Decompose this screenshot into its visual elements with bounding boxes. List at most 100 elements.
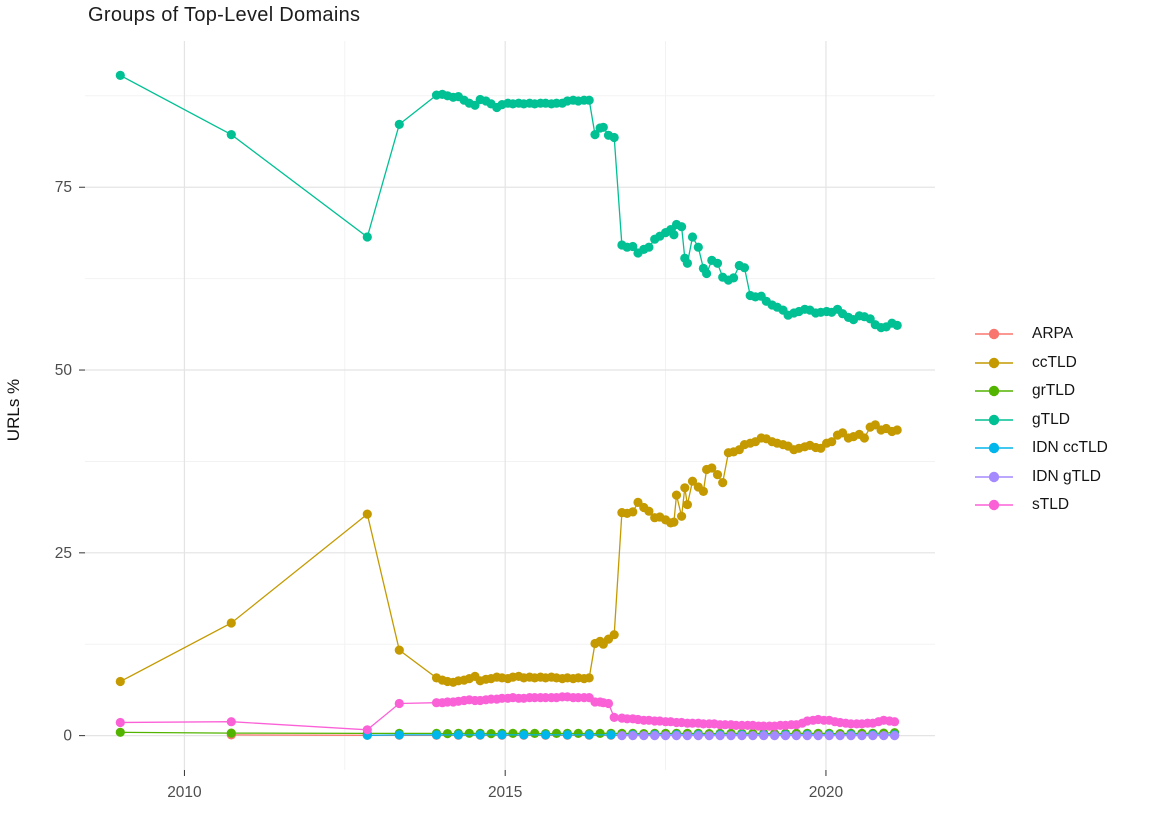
- data-point: [669, 230, 679, 240]
- data-point: [791, 731, 802, 741]
- data-point: [609, 712, 619, 723]
- data-point: [671, 490, 682, 500]
- data-point: [362, 725, 372, 735]
- data-point: [628, 731, 638, 741]
- legend-label: IDN gTLD: [1032, 467, 1101, 485]
- data-point: [628, 241, 638, 252]
- data-point: [650, 731, 660, 741]
- data-point: [475, 730, 485, 740]
- data-point: [644, 242, 654, 252]
- data-point: [759, 731, 769, 741]
- data-point: [737, 731, 747, 741]
- data-point: [702, 268, 712, 279]
- data-point: [739, 263, 750, 273]
- data-point: [453, 730, 463, 740]
- x-tick-label: 2015: [488, 784, 522, 801]
- data-point: [584, 673, 594, 683]
- data-point: [671, 731, 682, 741]
- data-point: [394, 698, 404, 709]
- data-point: [115, 676, 125, 687]
- data-point: [682, 258, 693, 268]
- legend-item-idn-gtld: IDN gTLD: [973, 463, 1108, 492]
- legend-item-grtld: grTLD: [973, 377, 1108, 406]
- data-point: [362, 509, 372, 519]
- legend-key-icon: [975, 471, 1013, 482]
- data-point: [824, 731, 834, 741]
- data-point: [609, 132, 619, 143]
- data-point: [362, 232, 372, 242]
- data-point: [394, 645, 404, 655]
- x-tick-label: 2020: [809, 784, 844, 801]
- legend-key-icon: [975, 443, 1013, 454]
- data-point: [687, 476, 698, 486]
- data-point: [729, 273, 739, 283]
- legend-item-gtld: gTLD: [973, 406, 1108, 435]
- data-point: [226, 717, 236, 727]
- data-point: [584, 95, 594, 105]
- data-point: [802, 731, 812, 741]
- data-point: [226, 728, 236, 738]
- data-point: [431, 730, 442, 740]
- data-point: [508, 728, 518, 739]
- data-point: [442, 729, 453, 739]
- data-point: [394, 730, 404, 740]
- data-point: [682, 731, 693, 741]
- series-stld: [115, 692, 900, 735]
- data-point: [661, 731, 671, 741]
- data-point: [497, 730, 507, 740]
- legend-key-icon: [975, 386, 1013, 397]
- series-idn-gtld: [617, 731, 900, 741]
- data-point: [115, 727, 125, 737]
- data-point: [677, 511, 687, 521]
- x-tick-label: 2010: [167, 784, 202, 801]
- data-point: [879, 731, 889, 741]
- data-point: [748, 731, 758, 741]
- data-point: [890, 731, 900, 741]
- data-point: [639, 731, 649, 741]
- data-point: [530, 728, 540, 739]
- legend-label: sTLD: [1032, 496, 1070, 514]
- data-point: [464, 728, 474, 738]
- data-point: [704, 731, 714, 741]
- data-point: [486, 729, 496, 739]
- legend-label: grTLD: [1032, 382, 1076, 400]
- data-point: [541, 730, 551, 740]
- legend-item-arpa: ARPA: [973, 320, 1108, 349]
- data-point: [682, 500, 693, 510]
- data-point: [677, 222, 687, 232]
- y-tick-label: 0: [63, 728, 72, 745]
- data-point: [770, 731, 780, 741]
- legend-item-idn-cctld: IDN ccTLD: [973, 434, 1108, 463]
- chart-title: Groups of Top-Level Domains: [88, 4, 361, 26]
- legend-key-icon: [975, 357, 1013, 368]
- data-point: [890, 717, 900, 727]
- data-point: [715, 731, 725, 741]
- data-point: [868, 731, 878, 741]
- minor-gridlines: [85, 41, 935, 770]
- data-point: [226, 618, 236, 628]
- data-point: [590, 130, 600, 140]
- series-gtld: [115, 70, 902, 333]
- data-point: [115, 717, 125, 728]
- legend-item-stld: sTLD: [973, 491, 1108, 520]
- data-point: [669, 517, 679, 527]
- data-point: [687, 232, 698, 242]
- data-point: [712, 258, 723, 268]
- series-line: [119, 424, 898, 683]
- data-point: [780, 731, 791, 741]
- data-point: [693, 242, 703, 252]
- data-point: [562, 730, 573, 740]
- y-tick-label: 25: [55, 545, 72, 562]
- data-point: [693, 731, 703, 741]
- legend-item-cctld: ccTLD: [973, 349, 1108, 378]
- data-point: [226, 130, 236, 140]
- data-point: [718, 478, 728, 488]
- legend: ARPA ccTLD grTLD gTLD IDN ccTLD IDN gTLD sTLD: [973, 320, 1108, 520]
- data-point: [551, 728, 562, 739]
- data-point: [628, 507, 638, 517]
- legend-label: IDN ccTLD: [1032, 439, 1108, 457]
- data-point: [617, 731, 627, 741]
- data-point: [712, 470, 723, 480]
- y-tick-label: 50: [55, 362, 73, 379]
